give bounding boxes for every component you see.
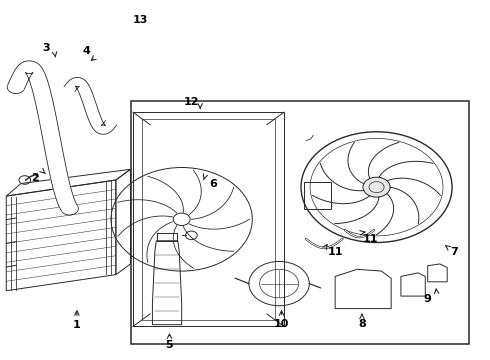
Bar <box>142 118 275 320</box>
Text: 8: 8 <box>358 319 366 329</box>
Text: 13: 13 <box>133 15 148 25</box>
Bar <box>304 182 331 208</box>
Text: 4: 4 <box>83 46 91 56</box>
Text: 3: 3 <box>43 43 50 53</box>
Bar <box>133 112 284 327</box>
Text: 1: 1 <box>73 320 81 330</box>
Text: 11: 11 <box>363 234 378 244</box>
Text: 11: 11 <box>327 247 343 257</box>
Text: 2: 2 <box>31 173 38 183</box>
Text: 10: 10 <box>274 319 289 329</box>
Text: 7: 7 <box>451 247 458 257</box>
Bar <box>157 233 177 241</box>
Polygon shape <box>8 61 77 211</box>
Polygon shape <box>64 77 117 134</box>
Circle shape <box>363 177 390 197</box>
Text: 12: 12 <box>184 97 199 107</box>
Text: 9: 9 <box>424 294 432 303</box>
Bar <box>130 102 469 344</box>
Text: 5: 5 <box>166 340 173 350</box>
Text: 6: 6 <box>209 179 217 189</box>
